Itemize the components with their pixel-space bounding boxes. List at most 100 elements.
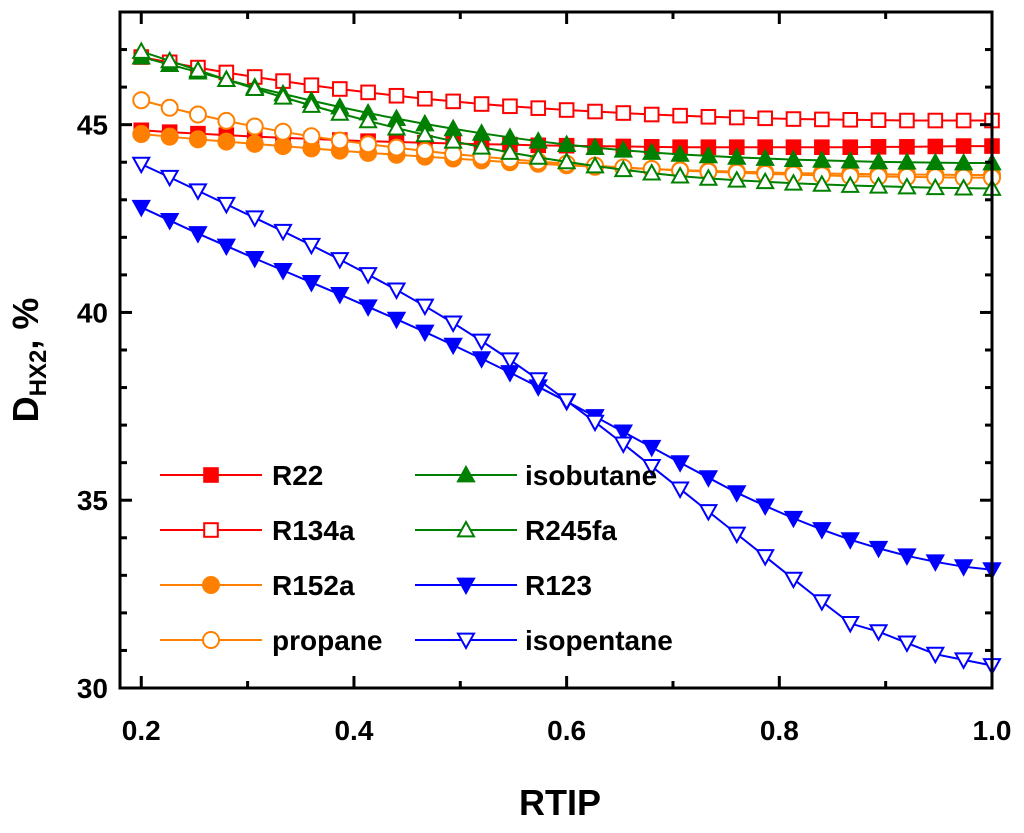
data-point — [842, 111, 859, 128]
x-axis-title: RTIP — [519, 782, 601, 823]
data-point — [417, 90, 433, 107]
legend-item-isobutane: isobutane — [415, 460, 657, 491]
data-point — [245, 117, 264, 136]
data-point — [216, 69, 237, 87]
data-point — [783, 149, 804, 167]
data-point — [160, 98, 179, 117]
data-point — [415, 124, 435, 143]
data-point — [755, 171, 775, 190]
data-point — [558, 102, 575, 118]
data-point — [955, 112, 972, 129]
data-point — [897, 548, 917, 566]
data-point — [953, 652, 974, 670]
data-point — [643, 106, 660, 123]
data-point — [868, 151, 889, 170]
y-axis-title-main: D — [5, 396, 46, 422]
data-point — [471, 333, 492, 352]
legend-label: R22 — [272, 460, 323, 491]
data-point — [131, 41, 151, 59]
data-point — [473, 96, 490, 112]
legend-item-r22: R22 — [160, 460, 323, 491]
data-point — [330, 287, 350, 305]
data-point — [812, 594, 832, 612]
data-point — [642, 163, 662, 181]
x-tick-label: 0.8 — [760, 715, 799, 746]
data-point — [585, 155, 605, 174]
legend-label: R134a — [272, 515, 355, 546]
axes-layer: 0.2 0.4 0.6 0.8 1.0 30 35 40 45 — [77, 10, 1012, 746]
data-point — [955, 138, 972, 154]
y-axis-title: DHX2, % — [5, 298, 52, 423]
data-point — [500, 352, 520, 370]
data-point — [360, 84, 376, 101]
data-point — [303, 77, 320, 94]
data-point — [814, 111, 830, 128]
data-point — [698, 168, 719, 186]
data-point — [925, 646, 946, 665]
data-point — [840, 175, 860, 193]
data-point — [783, 510, 804, 529]
data-point — [587, 103, 603, 120]
data-point — [245, 210, 265, 228]
data-point — [585, 414, 605, 433]
data-point — [727, 147, 747, 165]
data-point — [216, 238, 237, 257]
data-point — [132, 125, 151, 144]
y-tick-label: 30 — [77, 673, 108, 704]
data-point — [273, 87, 293, 105]
data-point — [188, 130, 207, 149]
data-point — [755, 549, 775, 567]
legend-label: R245fa — [525, 515, 617, 546]
legend-marker — [456, 577, 476, 596]
data-point — [728, 109, 745, 126]
data-point — [925, 152, 946, 170]
data-point — [698, 470, 719, 488]
data-point — [727, 485, 747, 503]
legend-label: propane — [272, 625, 382, 656]
data-point — [301, 275, 322, 293]
legend-marker — [203, 467, 219, 483]
data-point — [755, 148, 775, 166]
legend-item-r245fa: R245fa — [415, 515, 617, 546]
data-point — [443, 315, 463, 334]
series-layer — [131, 41, 1002, 676]
data-point — [642, 439, 662, 458]
data-point — [415, 141, 434, 160]
y-tick-label: 45 — [77, 110, 108, 141]
data-point — [273, 223, 293, 242]
data-point — [868, 624, 889, 642]
data-point — [868, 540, 889, 559]
data-point — [670, 481, 690, 500]
data-point — [615, 105, 632, 121]
legend-item-r123: R123 — [415, 570, 592, 601]
data-point — [386, 311, 407, 330]
data-point — [927, 138, 944, 155]
x-tick-label: 1.0 — [973, 715, 1012, 746]
data-point — [700, 108, 717, 125]
legend-marker — [203, 522, 219, 538]
data-point — [585, 137, 605, 155]
data-point — [670, 166, 690, 184]
data-point — [502, 98, 518, 115]
data-point — [727, 170, 747, 188]
data-point — [899, 139, 915, 155]
data-point — [897, 152, 917, 170]
data-point — [131, 156, 151, 175]
data-point — [613, 159, 634, 178]
data-point — [358, 110, 378, 129]
data-point — [159, 50, 180, 69]
data-point — [500, 142, 520, 160]
data-point — [698, 145, 719, 164]
data-point — [132, 91, 151, 110]
data-point — [870, 112, 887, 128]
data-point — [613, 436, 634, 454]
data-point — [528, 372, 548, 390]
data-point — [953, 559, 974, 577]
legend-marker — [456, 519, 476, 538]
data-point — [330, 252, 350, 270]
legend-marker — [202, 576, 220, 594]
data-point — [698, 504, 719, 522]
data-point — [131, 199, 151, 218]
legend-marker — [202, 631, 220, 649]
data-point — [443, 337, 463, 356]
